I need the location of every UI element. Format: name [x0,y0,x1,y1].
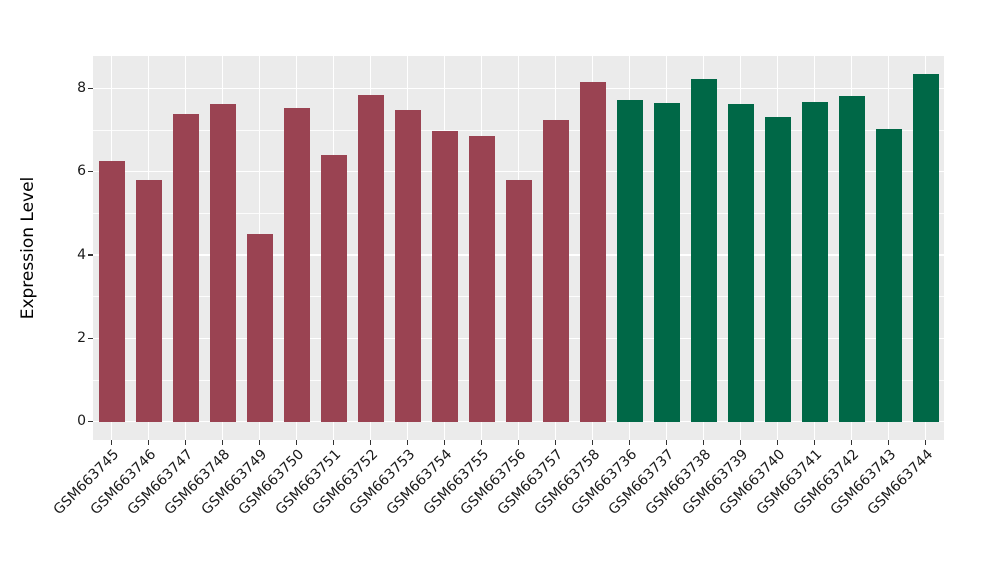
bar-GSM663744 [912,73,939,422]
y-tick-label: 8 [77,79,86,96]
bar-GSM663752 [357,95,384,422]
bar-GSM663747 [172,114,199,422]
x-tick [739,440,742,445]
bar-GSM663758 [579,82,606,422]
bar-GSM663749 [246,234,273,422]
bar-GSM663736 [616,100,643,422]
x-tick [591,440,594,445]
h-gridline-major [93,171,944,173]
bar-GSM663745 [98,160,125,422]
x-tick [221,440,224,445]
bar-GSM663740 [764,117,791,422]
bar-GSM663739 [727,104,754,422]
y-tick-label: 2 [77,329,86,346]
bar-GSM663754 [431,130,458,422]
x-tick [924,440,927,445]
bar-GSM663746 [135,180,162,422]
y-tick-label: 6 [77,163,86,180]
x-tick [665,440,668,445]
bar-GSM663742 [838,95,865,422]
x-tick [554,440,557,445]
y-tick [88,420,93,423]
bar-GSM663756 [505,180,532,422]
h-gridline-major [93,420,944,423]
y-tick [88,87,93,90]
y-tick-label: 0 [77,413,86,430]
bar-GSM663741 [801,101,828,422]
bar-GSM663750 [283,107,310,422]
y-tick [88,254,93,256]
x-tick [702,440,705,445]
bar-GSM663755 [468,135,495,422]
x-tick [258,440,261,445]
h-gridline-minor [93,129,944,131]
bar-GSM663757 [542,120,569,422]
x-tick [295,440,298,445]
y-tick [88,337,93,340]
bar-GSM663751 [320,154,347,422]
x-tick [110,440,113,445]
x-tick [147,440,150,445]
x-tick [517,440,520,445]
x-tick [813,440,816,445]
x-tick [332,440,335,445]
bar-GSM663743 [875,128,902,422]
y-tick [88,170,93,173]
bar-GSM663748 [209,103,236,422]
x-tick [443,440,446,445]
bar-GSM663738 [690,79,717,422]
x-tick [406,440,409,445]
x-tick [850,440,853,445]
plot-panel [93,56,944,440]
x-tick [184,440,187,445]
bar-GSM663753 [394,110,421,422]
h-gridline-major [93,87,944,90]
x-tick [628,440,631,445]
bar-GSM663737 [653,102,680,422]
x-tick [887,440,890,445]
x-tick [369,440,372,445]
x-tick [480,440,483,445]
x-tick [776,440,779,445]
y-tick-label: 4 [77,246,86,263]
